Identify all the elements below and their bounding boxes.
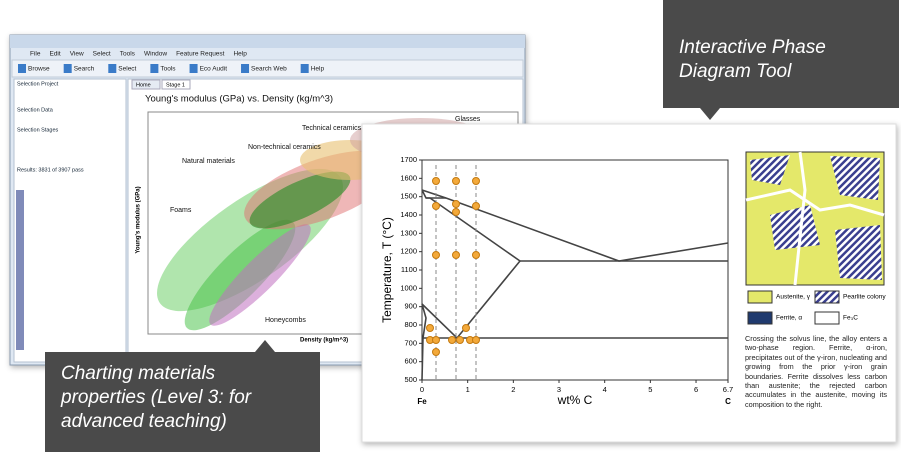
family-label: Technical ceramics [302,125,362,132]
panel-heading: Selection Stages [17,127,59,133]
y-axis-label: Young's modulus (GPa) [136,186,142,253]
y-tick-label: 1700 [400,155,417,164]
menu-item: Select [93,51,111,58]
menu-item: Window [144,51,167,58]
family-label: Natural materials [182,158,235,165]
callout-pointer [255,340,275,352]
y-axis-label: Temperature, T (°C) [380,217,394,323]
state-points [426,177,480,356]
menu-item: File [30,51,41,58]
y-tick-label: 700 [404,338,417,347]
panel-heading: Selection Data [17,107,54,113]
microstructure [745,151,885,325]
y-tick-label: 900 [404,302,417,311]
toolbar-icon [300,64,309,73]
menu-item: View [70,51,84,58]
x-tick-label: 6.7 [723,385,733,394]
tab [131,79,161,90]
x-tick-label: 5 [648,385,652,394]
x-tick-label: 3 [557,385,561,394]
toolbar-button: Search [74,66,95,73]
toolbar-icon [189,64,198,73]
toolbar-icon [241,64,250,73]
toolbar-icon [108,64,117,73]
callout-charting: Charting materials properties (Level 3: … [45,352,320,452]
callout-pointer [700,108,720,120]
y-tick-label: 1000 [400,283,417,292]
y-tick-label: 1300 [400,228,417,237]
menu-item: Tools [120,51,136,58]
toolbar-button: Tools [160,66,176,73]
y-tick-label: 1100 [401,265,417,274]
tab-label: Home [136,82,151,88]
x-axis-label: Density (kg/m^3) [300,338,348,344]
x-tick-label: 6 [694,385,698,394]
family-label: Glasses [455,116,481,123]
toolbar-button: Search Web [251,66,287,73]
x-end-label: Fe [417,397,427,406]
family-label: Foams [170,207,192,214]
x-axis-label: wt% C [557,393,593,407]
toolbar-icon [63,64,72,73]
x-tick-label: 4 [603,385,607,394]
y-tick-label: 1200 [400,247,417,256]
y-tick-label: 1600 [400,173,417,182]
toolbar-button: Help [311,66,325,73]
menu-item: Feature Request [176,51,225,58]
toolbar-button: Eco Audit [200,66,228,73]
y-tick-label: 1400 [400,210,417,219]
legend-label: Ferrite, α [776,315,802,322]
legend-label: Austenite, γ [776,294,811,301]
phase-plot [421,159,729,381]
app-window [9,34,526,366]
callout-phase: Interactive Phase Diagram Tool [663,0,899,108]
chart-title: Young's modulus (GPa) vs. Density (kg/m^… [145,94,333,105]
menu-item: Help [233,51,247,58]
tab [161,79,191,90]
y-tick-label: 1500 [400,192,417,201]
menu-item: Edit [49,51,60,58]
toolbar-icon [150,64,159,73]
x-tick-label: 2 [511,385,515,394]
family-label: Honeycombs [265,317,306,324]
legend-label: Fe₃C [843,315,858,322]
x-tick-label: 0 [420,385,424,394]
x-end-label: C [725,397,731,406]
panel-heading: Selection Project [17,81,59,87]
tab-label: Stage 1 [166,82,185,88]
y-tick-label: 800 [404,320,417,329]
phase-description: Crossing the solvus line, the alloy ente… [745,334,887,409]
panel-heading: Results: 3831 of 3907 pass [17,167,84,173]
x-tick-label: 1 [466,385,470,394]
toolbar-button: Select [118,66,136,73]
legend-label: Pearlite colony [843,294,886,301]
y-tick-label: 600 [404,357,417,366]
toolbar-icon [18,64,26,73]
family-label: Non-technical ceramics [248,144,321,151]
y-tick-label: 500 [404,375,417,384]
toolbar-button: Browse [28,66,50,73]
